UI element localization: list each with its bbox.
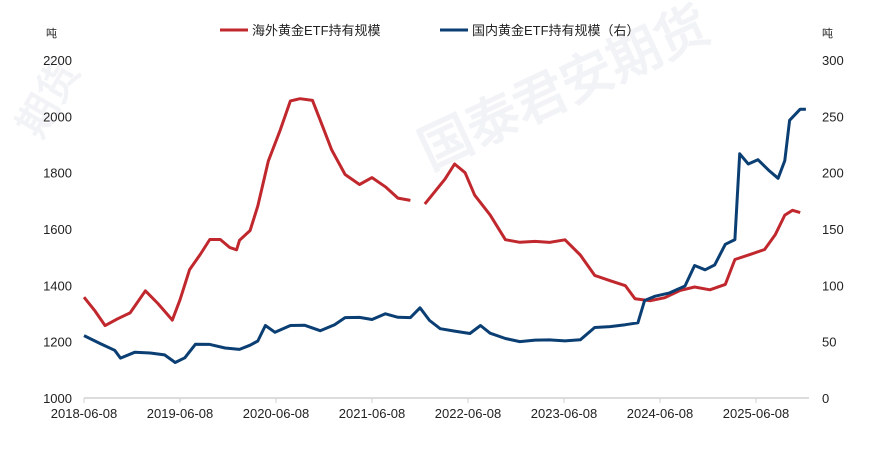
x-tick-label: 2023-06-08 — [531, 406, 598, 421]
right-tick-label: 300 — [822, 53, 844, 68]
x-tick-label: 2025-06-08 — [723, 406, 790, 421]
x-tick-label: 2021-06-08 — [339, 406, 406, 421]
right-unit-label: 吨 — [822, 27, 833, 40]
legend-label-domestic: 国内黄金ETF持有规模（右） — [472, 23, 640, 38]
right-tick-label: 200 — [822, 166, 844, 181]
right-tick-label: 250 — [822, 109, 844, 124]
left-tick-label: 1600 — [43, 222, 72, 237]
left-tick-label: 1800 — [43, 166, 72, 181]
right-tick-label: 0 — [822, 391, 829, 406]
series-line-overseas — [82, 97, 801, 328]
right-tick-label: 150 — [822, 222, 844, 237]
x-tick-label: 2020-06-08 — [243, 406, 310, 421]
x-tick-label: 2024-06-08 — [627, 406, 694, 421]
right-tick-label: 100 — [822, 278, 844, 293]
x-tick-label: 2018-06-08 — [51, 406, 118, 421]
left-unit-label: 吨 — [46, 27, 57, 40]
left-tick-label: 1200 — [43, 335, 72, 350]
series-line-domestic — [83, 107, 806, 364]
x-tick-label: 2019-06-08 — [147, 406, 214, 421]
legend: 海外黄金ETF持有规模 国内黄金ETF持有规模（右） — [220, 23, 640, 38]
right-tick-label: 50 — [822, 335, 836, 350]
x-tick-label: 2022-06-08 — [435, 406, 502, 421]
left-tick-label: 1000 — [43, 391, 72, 406]
legend-label-overseas: 海外黄金ETF持有规模 — [252, 23, 381, 38]
left-tick-label: 2200 — [43, 53, 72, 68]
left-tick-label: 1400 — [43, 278, 72, 293]
left-tick-label: 2000 — [43, 109, 72, 124]
